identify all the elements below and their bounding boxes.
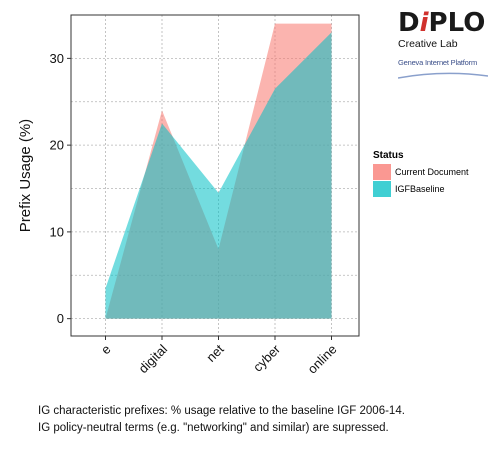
x-tick-label: e bbox=[98, 342, 114, 358]
y-axis-title: Prefix Usage (%) bbox=[17, 119, 34, 232]
y-tick-label: 10 bbox=[50, 224, 64, 239]
y-tick-label: 30 bbox=[50, 51, 64, 66]
x-tick-label: net bbox=[203, 341, 227, 365]
legend-label: IGFBaseline bbox=[395, 184, 445, 194]
caption-line-1: IG characteristic prefixes: % usage rela… bbox=[38, 405, 405, 417]
chart-caption: IG characteristic prefixes: % usage rela… bbox=[38, 403, 405, 437]
logo-platform-text: Geneva Internet Platform bbox=[398, 58, 477, 67]
plot-border bbox=[70, 14, 360, 337]
diplo-logo: DiPLO Creative Lab Geneva Internet Platf… bbox=[397, 8, 493, 85]
y-tick-label: 20 bbox=[50, 138, 64, 153]
legend-label: Current Document bbox=[395, 167, 469, 177]
logo-subtitle: Creative Lab bbox=[398, 38, 458, 50]
logo-wordmark: DiPLO bbox=[398, 8, 486, 38]
x-tick-label: cyber bbox=[250, 341, 284, 375]
swoosh-icon bbox=[397, 72, 489, 79]
legend-swatch bbox=[373, 181, 391, 197]
legend-swatch bbox=[373, 164, 391, 180]
caption-line-2: IG policy-neutral terms (e.g. "networkin… bbox=[38, 422, 389, 434]
area-igfbaseline bbox=[105, 32, 332, 319]
y-tick-label: 0 bbox=[57, 311, 64, 326]
legend-title: Status bbox=[373, 150, 404, 161]
x-tick-label: online bbox=[304, 342, 339, 377]
x-tick-label: digital bbox=[135, 341, 170, 376]
